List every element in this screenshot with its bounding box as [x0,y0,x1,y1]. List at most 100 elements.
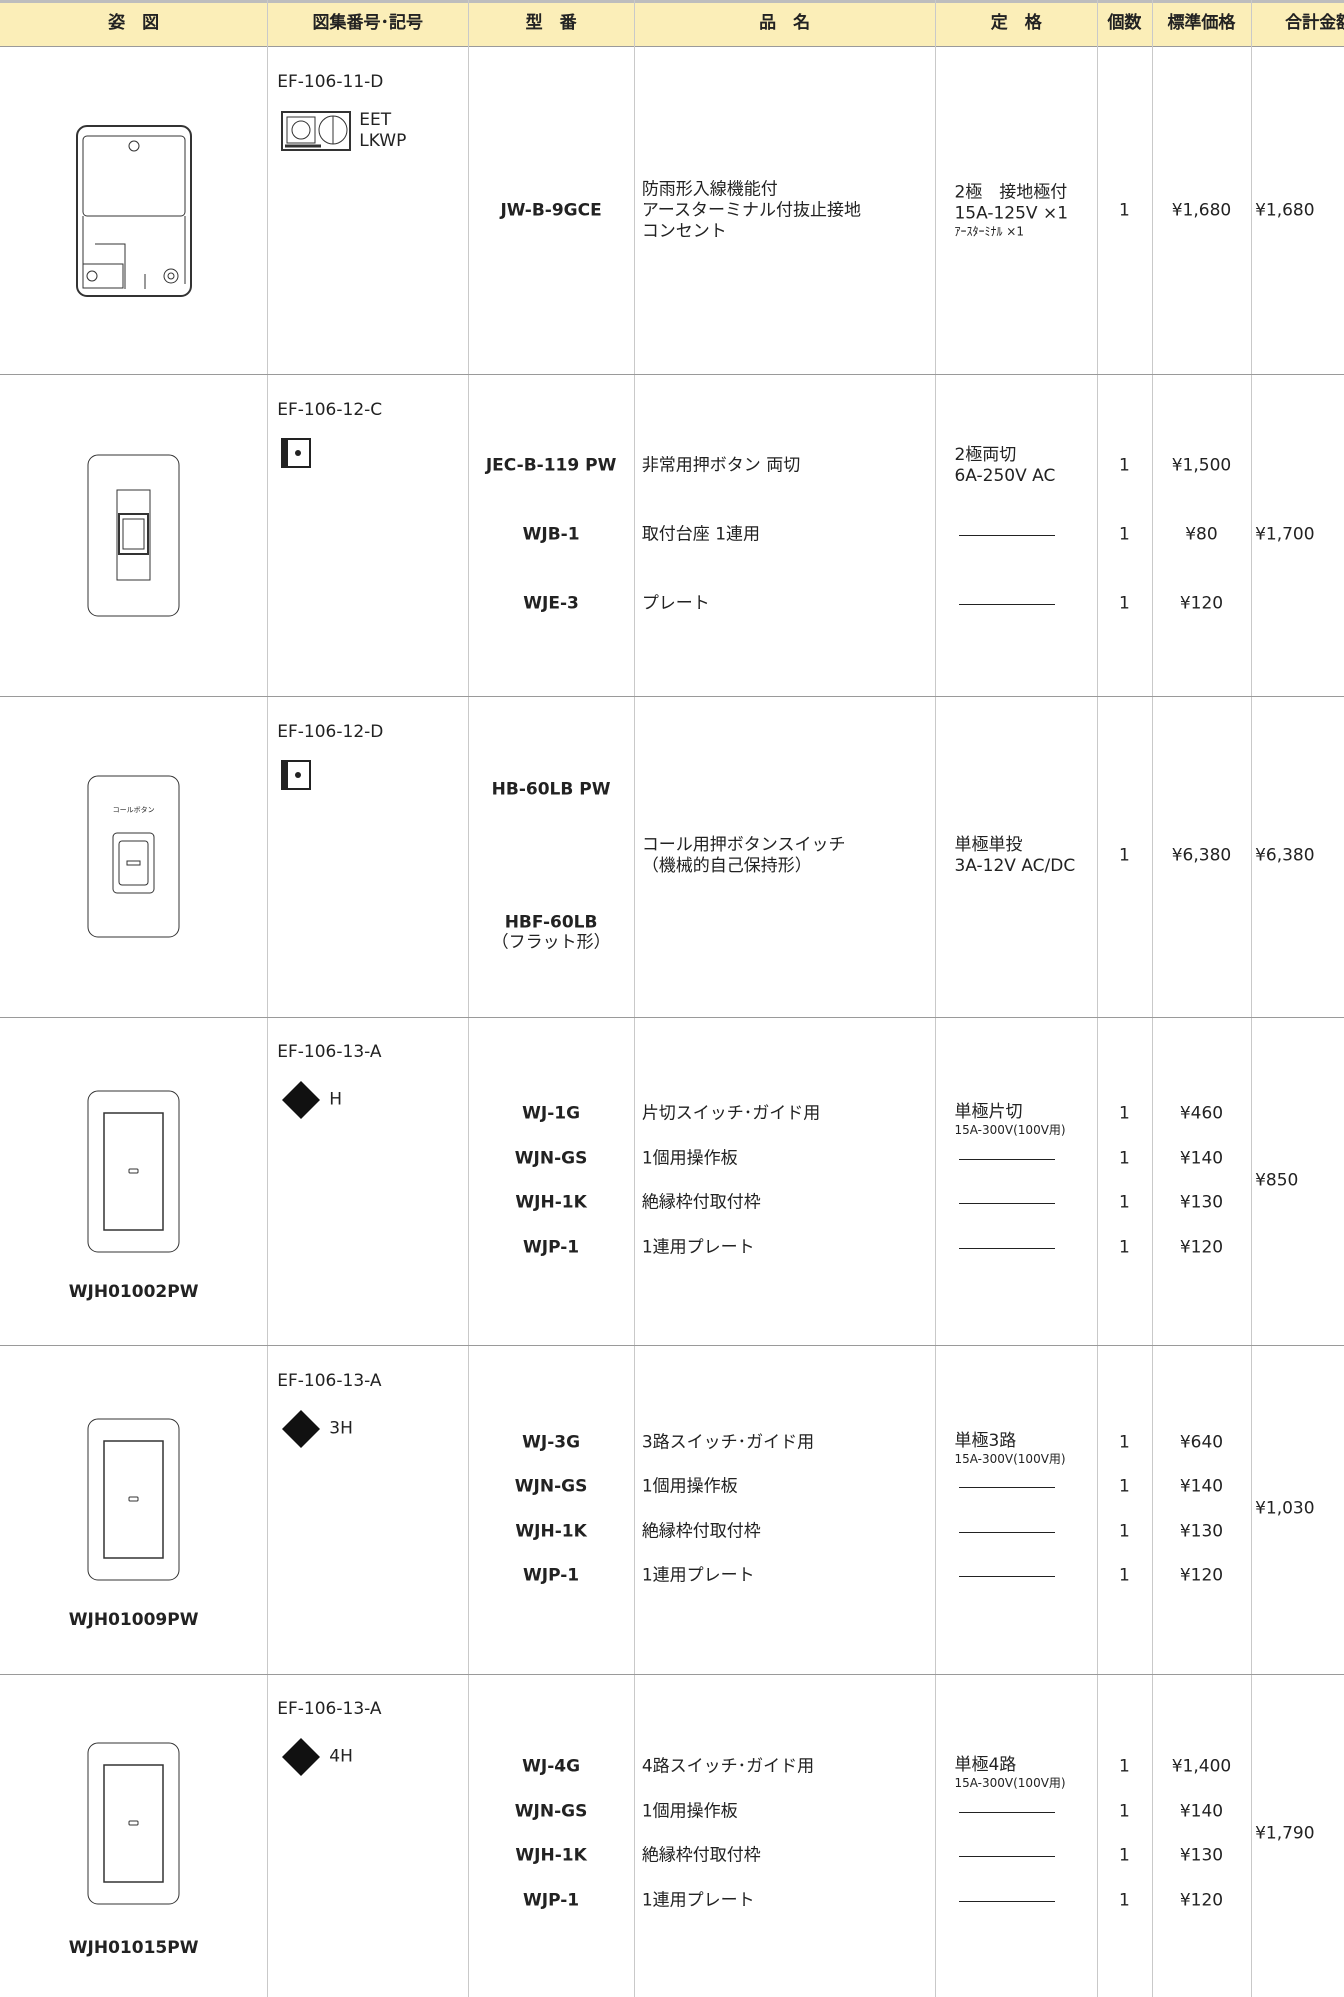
column-divider [267,0,269,1997]
item-name-block: 絶縁枠付取付枠 [642,1846,761,1867]
item-name: 1個用操作板 [641,1476,738,1497]
unit-price: ¥1,400 [1171,1756,1232,1777]
rating: 単極4路 [954,1755,1017,1776]
unit-price: ¥6,380 [1171,845,1232,866]
item-name-block: 絶縁枠付取付枠 [642,1193,761,1214]
rating-dash [959,1531,1055,1533]
rating: 15A-300V(100V用) [954,1776,1066,1791]
rating-dash [959,1247,1055,1249]
model-number: WJP-1 [523,1237,580,1258]
column-divider [1097,0,1099,1997]
item-name-block: 片切スイッチ･ガイド用 [642,1104,821,1125]
product-drawing [87,1418,180,1581]
quantity: 1 [1119,1756,1130,1777]
drawing-code: EF-106-13-A [277,1370,382,1391]
drawing-code: EF-106-13-A [277,1699,382,1719]
rating-dash [959,535,1055,537]
column-divider [633,0,635,1997]
drawing-code: EF-106-12-D [277,721,384,742]
quantity: 1 [1119,200,1130,221]
item-name: 絶縁枠付取付枠 [641,1521,761,1542]
drawing-code: EF-106-11-D [277,72,384,93]
symbol-text-block: H [329,1090,342,1111]
row-divider [0,1673,1344,1675]
quantity: 1 [1119,845,1130,866]
quantity: 1 [1119,1148,1130,1169]
rating: 15A-300V(100V用) [954,1123,1066,1138]
symbol-icon [282,1738,321,1777]
column-divider [1151,0,1153,1997]
model-number: WJ-3G [522,1432,581,1453]
symbol-text: 4H [329,1746,353,1767]
unit-price: ¥1,500 [1171,455,1232,476]
model-number: JEC-B-119 PW [485,455,617,476]
quantity: 1 [1119,593,1130,614]
model-number: WJB-1 [522,524,580,545]
symbol-text: EET [359,109,392,130]
quantity: 1 [1119,1521,1130,1542]
rating-block: 2極 接地極付 15A-125V ×1 ｱｰｽﾀｰﾐﾅﾙ ×1 [954,182,1068,239]
symbol-text-block: 4H [329,1747,353,1768]
drawing-code: EF-106-13-A [277,1042,382,1063]
rating: ｱｰｽﾀｰﾐﾅﾙ ×1 [954,224,1024,239]
item-name-block: 1個用操作板 [642,1477,738,1498]
rating-block: 2極両切 6A-250V AC [954,445,1055,487]
product-drawing [87,775,180,938]
item-name: 片切スイッチ･ガイド用 [641,1103,821,1124]
item-name-block: 1連用プレート [642,1566,755,1587]
product-drawing [87,454,180,617]
unit-price: ¥140 [1179,1476,1224,1497]
total-price: ¥1,700 [1255,524,1315,545]
symbol-icon [281,437,312,468]
symbol-text: H [329,1089,343,1110]
rating: 2極両切 [954,445,1017,466]
figure-label: WJH01009PW [68,1609,199,1630]
quantity: 1 [1119,1432,1130,1453]
header-cell: 品 名 [759,13,811,33]
quantity: 1 [1119,1192,1130,1213]
item-name: 絶縁枠付取付枠 [641,1845,761,1866]
symbol-icon [282,1409,321,1448]
header-cell: 型 番 [525,13,577,33]
figure-label: WJH01002PW [68,1281,199,1302]
rating-block: 単極3路 15A-300V(100V用) [954,1431,1065,1467]
unit-price: ¥120 [1179,1565,1224,1586]
rating: 6A-250V AC [954,466,1056,487]
row-divider [0,696,1344,698]
item-name: 1連用プレート [641,1565,755,1586]
column-divider [935,0,937,1997]
item-name: コンセント [641,221,727,242]
header-cell: 個数 [1107,13,1142,33]
model-number: WJH-1K [515,1521,587,1542]
column-divider [1251,0,1253,1997]
model-number: WJE-3 [523,593,579,614]
item-name-block: 1個用操作板 [642,1801,738,1822]
model-number: WJ-4G [522,1756,581,1777]
item-name: アースターミナル付抜止接地 [641,200,861,221]
header-cell: 標準価格 [1167,13,1236,33]
item-name-block: プレート [642,593,710,614]
row-divider [0,1016,1344,1018]
model-number: WJN-GS [514,1148,588,1169]
header-bar [0,0,1344,47]
rating-block: 単極単投 3A-12V AC/DC [954,835,1075,877]
rating-block: 単極片切 15A-300V(100V用) [954,1102,1065,1138]
item-name-block: コール用押ボタンスイッチ （機械的自己保持形） [642,835,846,877]
rating-dash [959,603,1055,605]
item-name: （機械的自己保持形） [641,856,812,877]
rating-dash [959,1203,1055,1205]
product-drawing [87,1742,180,1905]
drawing-code: EF-106-12-C [277,399,383,420]
item-name: 4路スイッチ･ガイド用 [641,1756,815,1777]
item-name: 取付台座 1連用 [641,524,761,545]
item-name-block: 1連用プレート [642,1890,755,1911]
unit-price: ¥130 [1179,1521,1224,1542]
symbol-icon [282,1081,321,1120]
column-divider [468,0,470,1997]
figure-text: コールボタン [112,805,155,814]
rating: 単極単投 [954,835,1023,856]
unit-price: ¥120 [1179,1237,1224,1258]
item-name: コール用押ボタンスイッチ [641,835,846,856]
rating-block: 単極4路 15A-300V(100V用) [954,1755,1065,1791]
total-price: ¥6,380 [1255,845,1315,866]
